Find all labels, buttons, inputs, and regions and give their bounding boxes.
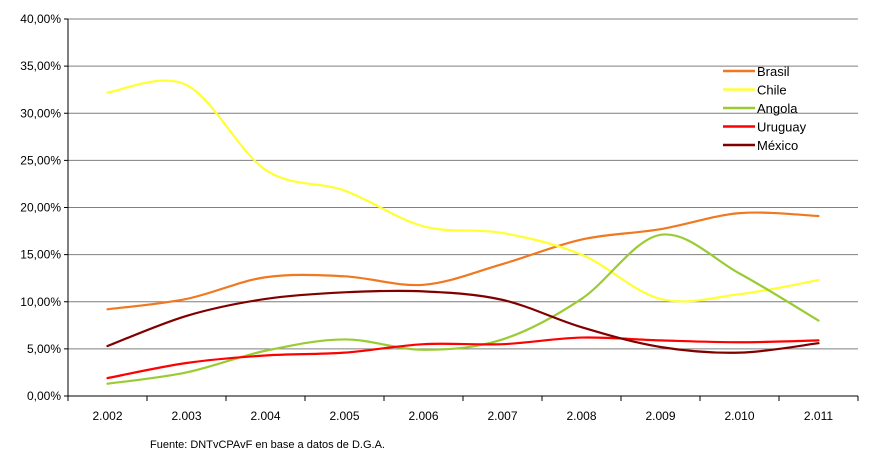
y-tick-label: 5,00% — [27, 342, 61, 356]
x-tick-label: 2.006 — [408, 409, 438, 423]
legend-label-brasil: Brasil — [757, 64, 790, 79]
series-line-angola — [106, 233, 820, 385]
legend-label-angola: Angola — [757, 101, 798, 116]
x-tick-label: 2.009 — [645, 409, 675, 423]
x-tick-label: 2.011 — [804, 409, 833, 423]
y-tick-label: 15,00% — [20, 248, 61, 262]
legend-label-mexico: México — [757, 138, 798, 153]
x-tick-label: 2.010 — [724, 409, 754, 423]
y-tick-label: 40,00% — [20, 12, 61, 26]
legend-label-chile: Chile — [757, 83, 787, 98]
series-line-mexico — [106, 289, 820, 354]
y-tick-label: 0,00% — [27, 389, 61, 403]
series-line-brasil — [106, 211, 820, 311]
x-tick-label: 2.005 — [329, 409, 359, 423]
y-tick-label: 25,00% — [20, 153, 61, 167]
x-tick-label: 2.003 — [171, 409, 201, 423]
legend-label-uruguay: Uruguay — [757, 120, 807, 135]
legend: Brasil Chile Angola Uruguay México — [723, 64, 807, 153]
x-axis: 2.002 2.003 2.004 2.005 2.006 2.007 2.008 2.009… — [67, 395, 859, 423]
series-line-uruguay — [106, 336, 820, 380]
x-tick-label: 2.002 — [92, 409, 122, 423]
series-line-chile — [106, 79, 820, 303]
y-tick-label: 30,00% — [20, 106, 61, 120]
y-tick-label: 20,00% — [20, 201, 61, 215]
x-tick-label: 2.004 — [250, 409, 280, 423]
x-tick-label: 2.007 — [487, 409, 517, 423]
x-tick-label: 2.008 — [566, 409, 596, 423]
gridlines — [68, 18, 858, 397]
series-lines — [106, 79, 820, 385]
source-note: Fuente: DNTvCPAvF en base a datos de D.G… — [150, 439, 385, 451]
y-tick-label: 35,00% — [20, 59, 61, 73]
y-tick-label: 10,00% — [20, 295, 61, 309]
y-axis: 0,00% 5,00% 10,00% 15,00% 20,00% 25,00% 30,00%… — [20, 12, 69, 403]
